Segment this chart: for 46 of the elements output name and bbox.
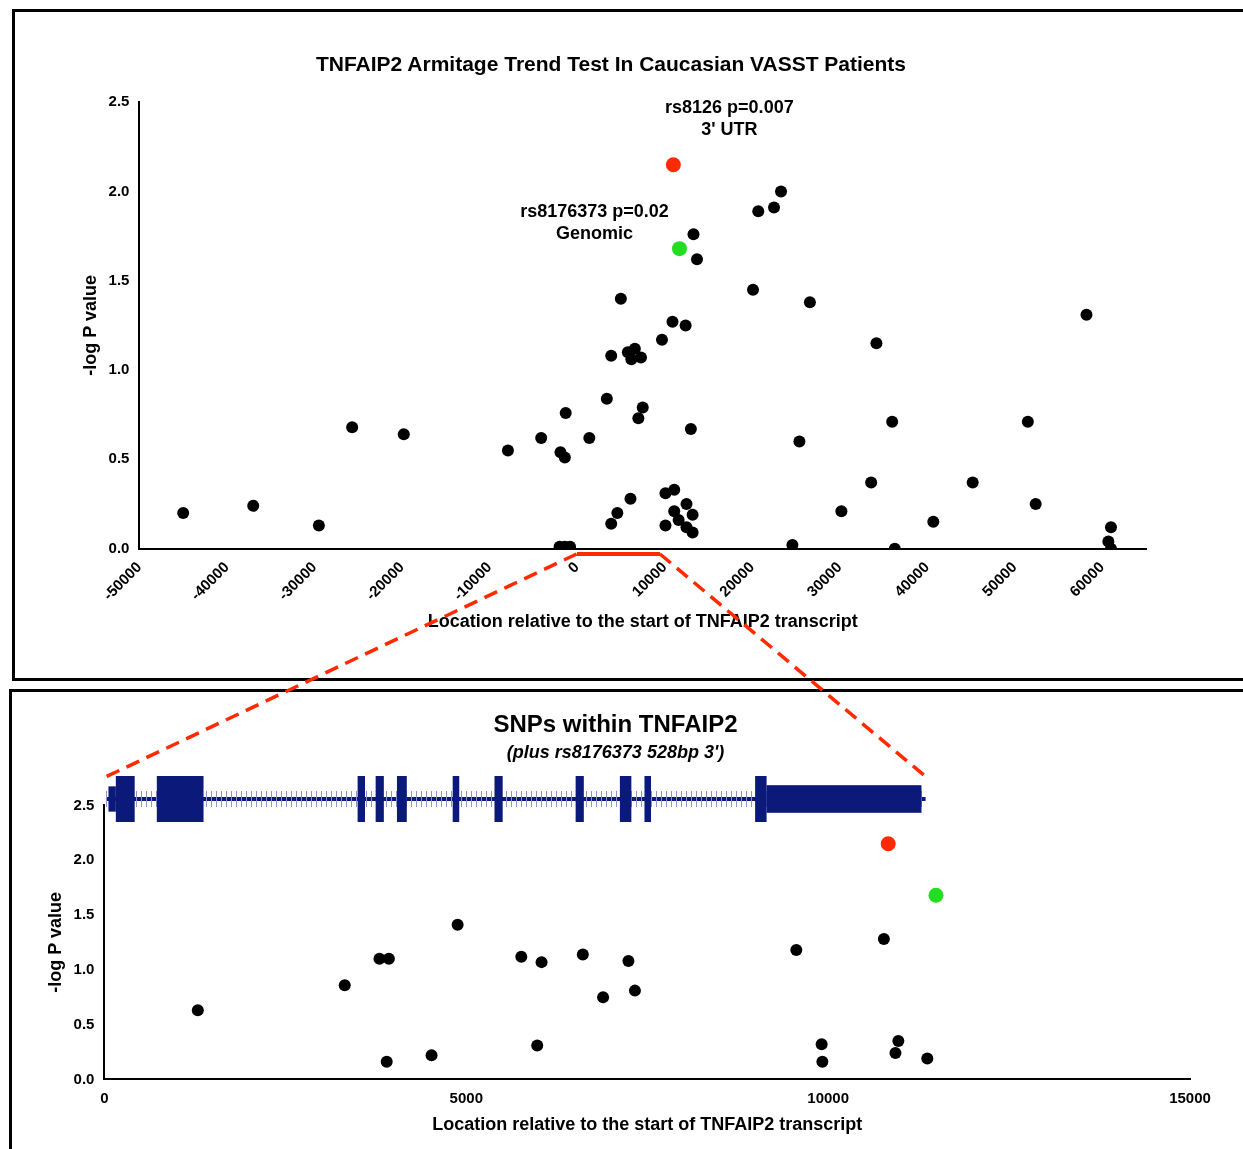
y-tick-label: 2.5 (108, 92, 130, 110)
point (790, 944, 803, 957)
y-tick-label: 0.5 (108, 449, 130, 467)
chart-title: SNPs within TNFAIP2 (493, 710, 738, 738)
chart-subtitle: (plus rs8176373 528bp 3') (506, 741, 725, 762)
point (816, 1055, 829, 1068)
point (338, 979, 351, 992)
point (877, 933, 890, 946)
point (451, 918, 464, 931)
point (191, 1004, 204, 1017)
y-axis-title: -log P value (79, 275, 100, 376)
x-tick-label: 15000 (1169, 1088, 1211, 1106)
point (535, 956, 548, 969)
point (597, 991, 610, 1004)
y-tick-label: 1.0 (108, 360, 130, 378)
y-tick-label: 1.5 (108, 270, 130, 288)
y-tick-label: 0.5 (73, 1014, 95, 1032)
point (515, 950, 528, 963)
point (531, 1039, 544, 1052)
annotation: rs8126 p=0.007 3' UTR (665, 96, 794, 139)
y-tick-label: 0.0 (108, 538, 130, 556)
point (425, 1049, 438, 1062)
point (628, 984, 641, 997)
y-axis-title: -log P value (44, 892, 65, 993)
x-tick-label: 0 (100, 1088, 109, 1106)
y-tick-label: 1.0 (73, 959, 95, 977)
annotation: rs8176373 p=0.02 Genomic (520, 200, 669, 243)
point (815, 1038, 828, 1051)
point (880, 836, 896, 852)
y-tick-label: 2.5 (73, 795, 95, 813)
x-tick-label: 0 (564, 558, 583, 576)
chart-title: TNFAIP2 Armitage Trend Test In Caucasian VASST Patients (315, 52, 907, 76)
x-tick-label: 5000 (449, 1088, 483, 1106)
point (928, 887, 944, 903)
point (380, 1055, 393, 1068)
point (576, 948, 589, 961)
point (892, 1035, 905, 1048)
y-tick-label: 1.5 (73, 905, 95, 923)
point (622, 955, 635, 968)
x-axis-title: Location relative to the start of TNFAIP2 transcript (432, 1114, 863, 1135)
y-tick-label: 2.0 (73, 850, 95, 868)
point (921, 1052, 934, 1065)
x-tick-label: 10000 (807, 1088, 850, 1106)
y-tick-label: 0.0 (73, 1069, 95, 1087)
point (889, 1047, 902, 1060)
y-tick-label: 2.0 (108, 181, 130, 199)
